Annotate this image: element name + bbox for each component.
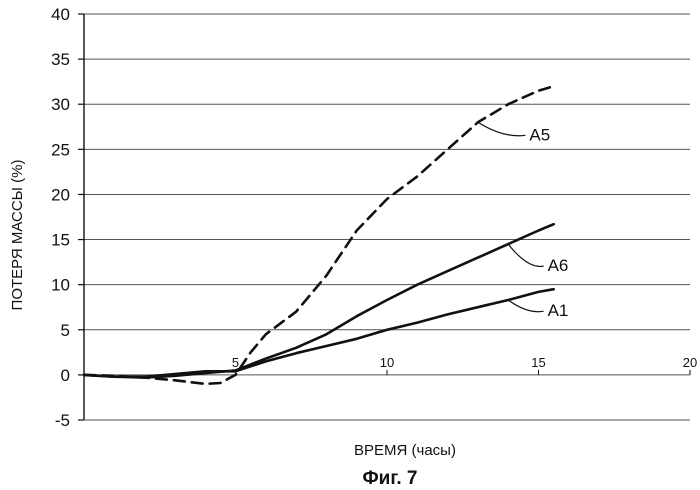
- leader-line-a6: [508, 244, 543, 266]
- x-tick-label: 10: [380, 355, 394, 370]
- series-label-leaders: [478, 122, 544, 311]
- y-tick-label: 5: [61, 321, 70, 340]
- x-tick-label: 20: [683, 355, 697, 370]
- y-tick-label: 40: [51, 5, 70, 24]
- series-line-a1: [84, 289, 554, 377]
- y-tick-label: 30: [51, 95, 70, 114]
- x-axis-tick-labels: 5 10 15 20: [232, 355, 697, 370]
- y-tick-label: 25: [51, 140, 70, 159]
- series-label-a5: A5: [529, 125, 550, 144]
- series-label-a1: A1: [548, 301, 569, 320]
- y-axis-tick-labels: 40 35 30 25 20 15 10 5 0 -5: [51, 5, 70, 430]
- x-tick-label: 15: [531, 355, 545, 370]
- y-tick-label: 35: [51, 50, 70, 69]
- series-lines: [84, 86, 554, 384]
- y-tick-label: 20: [51, 185, 70, 204]
- x-axis-title: ВРЕМЯ (часы): [354, 442, 456, 459]
- series-line-a5: [84, 86, 554, 384]
- y-tick-label: 10: [51, 276, 70, 295]
- y-axis-title: ПОТЕРЯ МАССЫ (%): [9, 160, 26, 311]
- series-label-a6: A6: [548, 256, 569, 275]
- y-tick-label: 15: [51, 231, 70, 250]
- x-tick-label: 5: [232, 355, 239, 370]
- y-tick-label: -5: [55, 411, 70, 430]
- leader-line-a5: [478, 122, 526, 135]
- series-line-a6: [84, 224, 554, 377]
- leader-line-a1: [508, 300, 543, 312]
- figure-caption: Фиг. 7: [362, 468, 417, 489]
- y-tick-label: 0: [61, 366, 70, 385]
